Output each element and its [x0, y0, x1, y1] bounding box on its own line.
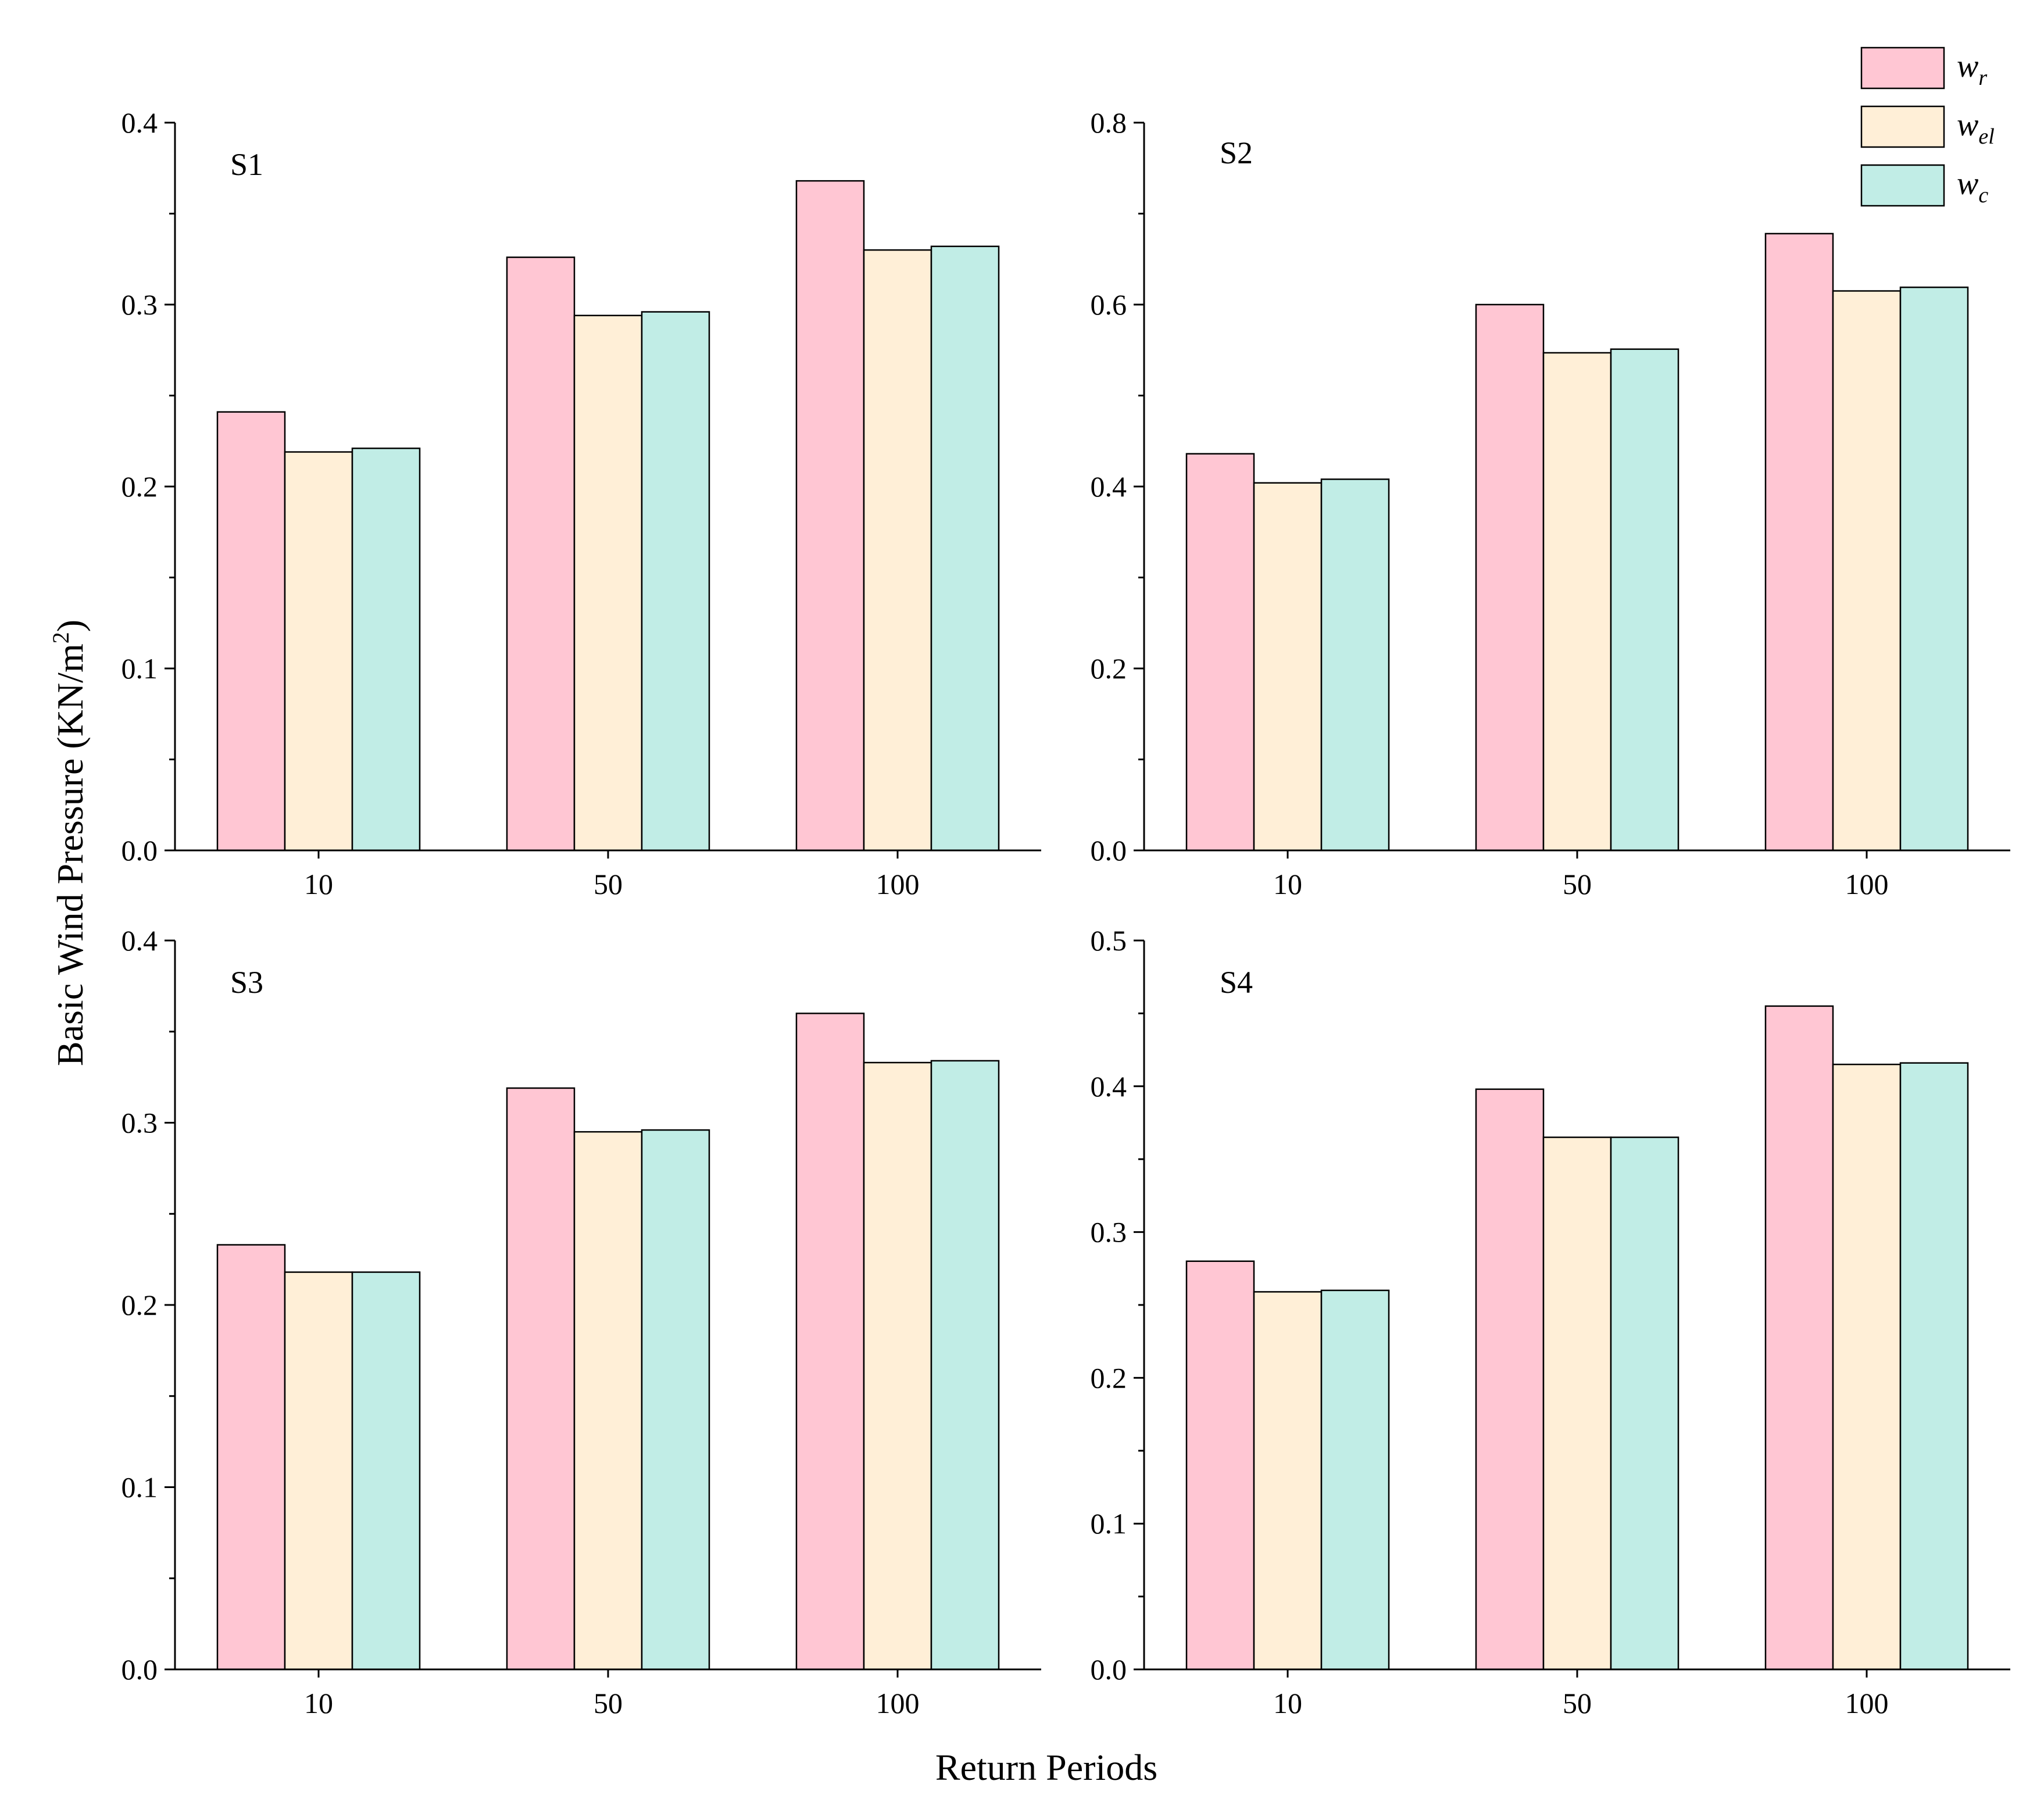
y-axis-title: Basic Wind Pressure (KN/m2) [48, 620, 91, 1066]
y-tick-label: 0.2 [122, 1289, 158, 1321]
y-tick-label: 0.1 [122, 1471, 158, 1504]
bar-s4-10-wc [1320, 1289, 1390, 1671]
bar-s4-100-wr [1764, 1005, 1834, 1671]
x-tick-label: 100 [876, 868, 920, 900]
y-tick-label: 0.0 [1091, 834, 1127, 867]
bar-s4-100-wel [1832, 1063, 1902, 1671]
bar-s4-10-wr [1185, 1260, 1255, 1671]
x-axis-title: Return Periods [935, 1747, 1157, 1788]
y-tick-label: 0.4 [1091, 470, 1127, 503]
y-axis-title-end: ) [49, 620, 91, 632]
legend-label-wr: wr [1957, 48, 1987, 90]
bar-s4-50-wr [1475, 1088, 1545, 1671]
bar-s4-50-wc [1610, 1136, 1679, 1671]
y-tick-label: 0.2 [1091, 1361, 1127, 1394]
bar-s3-50-wel [573, 1131, 643, 1671]
x-tick-label: 10 [1273, 1687, 1302, 1719]
y-tick-label: 0.3 [1091, 1216, 1127, 1249]
chart-panel-s1: 10 50 100 0.0 0.1 0.2 0.3 0.4 S1 [122, 106, 1041, 900]
x-tick-label: 100 [1845, 868, 1889, 900]
y-tick-label: 0.1 [122, 652, 158, 685]
y-tick-label: 0.2 [122, 470, 158, 503]
bar-s4-50-wel [1542, 1136, 1612, 1671]
legend-swatch-wr [1860, 47, 1945, 90]
bar-s1-10-wc [351, 448, 421, 852]
y-tick-label: 0.3 [122, 288, 158, 321]
y-tick-label: 0.0 [1091, 1653, 1127, 1686]
bar-s4-10-wel [1253, 1291, 1323, 1671]
y-tick-label: 0.1 [1091, 1507, 1127, 1540]
legend-label-sub: c [1978, 183, 1988, 208]
panel-label: S2 [1220, 135, 1253, 170]
bar-s1-10-wr [216, 411, 286, 852]
bar-s1-100-wc [930, 245, 1000, 852]
x-tick-label: 50 [1563, 868, 1592, 900]
bar-s3-100-wel [863, 1061, 932, 1671]
legend-label-sub: r [1978, 66, 1987, 90]
bar-s1-50-wc [641, 311, 710, 852]
bar-s1-50-wr [506, 256, 576, 852]
x-tick-label: 10 [1273, 868, 1302, 900]
chart-panel-s3: 10 50 100 0.0 0.1 0.2 0.3 0.4 S3 [122, 924, 1041, 1719]
bar-s3-100-wc [930, 1060, 1000, 1671]
bar-s4-100-wc [1899, 1062, 1969, 1671]
bar-s2-50-wr [1475, 303, 1545, 852]
x-tick-label: 100 [1845, 1687, 1889, 1719]
legend-label-base: w [1957, 48, 1978, 84]
y-tick-label: 0.4 [1091, 1070, 1127, 1103]
bar-s2-100-wr [1764, 233, 1834, 852]
y-axis-title-superscript: 2 [48, 632, 74, 643]
x-tick-label: 50 [594, 868, 623, 900]
bar-s2-50-wel [1542, 352, 1612, 852]
panel-label: S3 [230, 965, 263, 1000]
y-tick-label: 0.2 [1091, 652, 1127, 685]
y-tick-label: 0.4 [122, 924, 158, 957]
chart-panel-s4: 10 50 100 0.0 0.1 0.2 0.3 0.4 0.5 S4 [1091, 924, 2010, 1719]
panel-label: S4 [1220, 965, 1253, 1000]
legend-label-sub: el [1978, 124, 1994, 149]
x-tick-label: 10 [304, 1687, 333, 1719]
bar-s3-50-wc [641, 1129, 710, 1671]
legend-swatch-wc [1860, 164, 1945, 207]
bar-s3-10-wr [216, 1244, 286, 1671]
legend-label-base: w [1957, 166, 1978, 202]
panel-label: S1 [230, 147, 263, 182]
bar-s3-50-wr [506, 1087, 576, 1671]
bar-s2-10-wr [1185, 453, 1255, 852]
y-tick-label: 0.0 [122, 1653, 158, 1686]
bar-s3-10-wc [351, 1271, 421, 1671]
legend-swatch-wel [1860, 105, 1945, 148]
y-tick-label: 0.4 [122, 106, 158, 139]
y-tick-label: 0.6 [1091, 288, 1127, 321]
bar-s3-10-wel [284, 1271, 353, 1671]
bar-s2-100-wc [1899, 287, 1969, 852]
x-tick-label: 10 [304, 868, 333, 900]
legend-label-base: w [1957, 107, 1978, 143]
x-tick-label: 100 [876, 1687, 920, 1719]
x-tick-label: 50 [594, 1687, 623, 1719]
bar-s1-50-wel [573, 314, 643, 852]
bar-s1-100-wel [863, 249, 932, 852]
y-tick-label: 0.3 [122, 1107, 158, 1139]
bar-s2-10-wel [1253, 482, 1323, 852]
bar-s1-10-wel [284, 451, 353, 852]
y-tick-label: 0.0 [122, 834, 158, 867]
bar-s2-10-wc [1320, 478, 1390, 852]
y-tick-label: 0.8 [1091, 106, 1127, 139]
x-tick-label: 50 [1563, 1687, 1592, 1719]
y-tick-label: 0.5 [1091, 924, 1127, 957]
bar-s2-50-wc [1610, 348, 1679, 852]
bar-s1-100-wr [795, 180, 865, 852]
bar-s3-100-wr [795, 1013, 865, 1671]
y-axis-title-main: Basic Wind Pressure (KN/m [49, 643, 91, 1066]
legend-label-wc: wc [1957, 166, 1988, 208]
chart-panels: 10 50 100 0.0 0.1 0.2 0.3 0.4 S1 10 50 100 0.0 0.2 0.4… [122, 106, 2010, 1719]
chart-panel-s2: 10 50 100 0.0 0.2 0.4 0.6 0.8 S2 [1091, 106, 2010, 900]
bar-s2-100-wel [1832, 290, 1902, 852]
legend-label-wel: wel [1957, 107, 1995, 149]
